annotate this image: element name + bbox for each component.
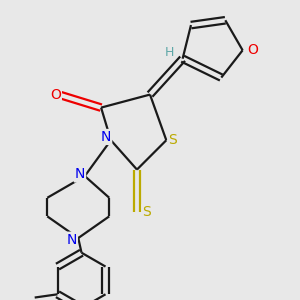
Text: O: O	[50, 88, 61, 102]
Text: S: S	[169, 133, 177, 147]
Text: N: N	[67, 233, 77, 247]
Text: S: S	[142, 205, 151, 219]
Text: H: H	[165, 46, 174, 59]
Text: O: O	[247, 43, 258, 57]
Text: N: N	[101, 130, 111, 144]
Text: N: N	[75, 167, 85, 182]
